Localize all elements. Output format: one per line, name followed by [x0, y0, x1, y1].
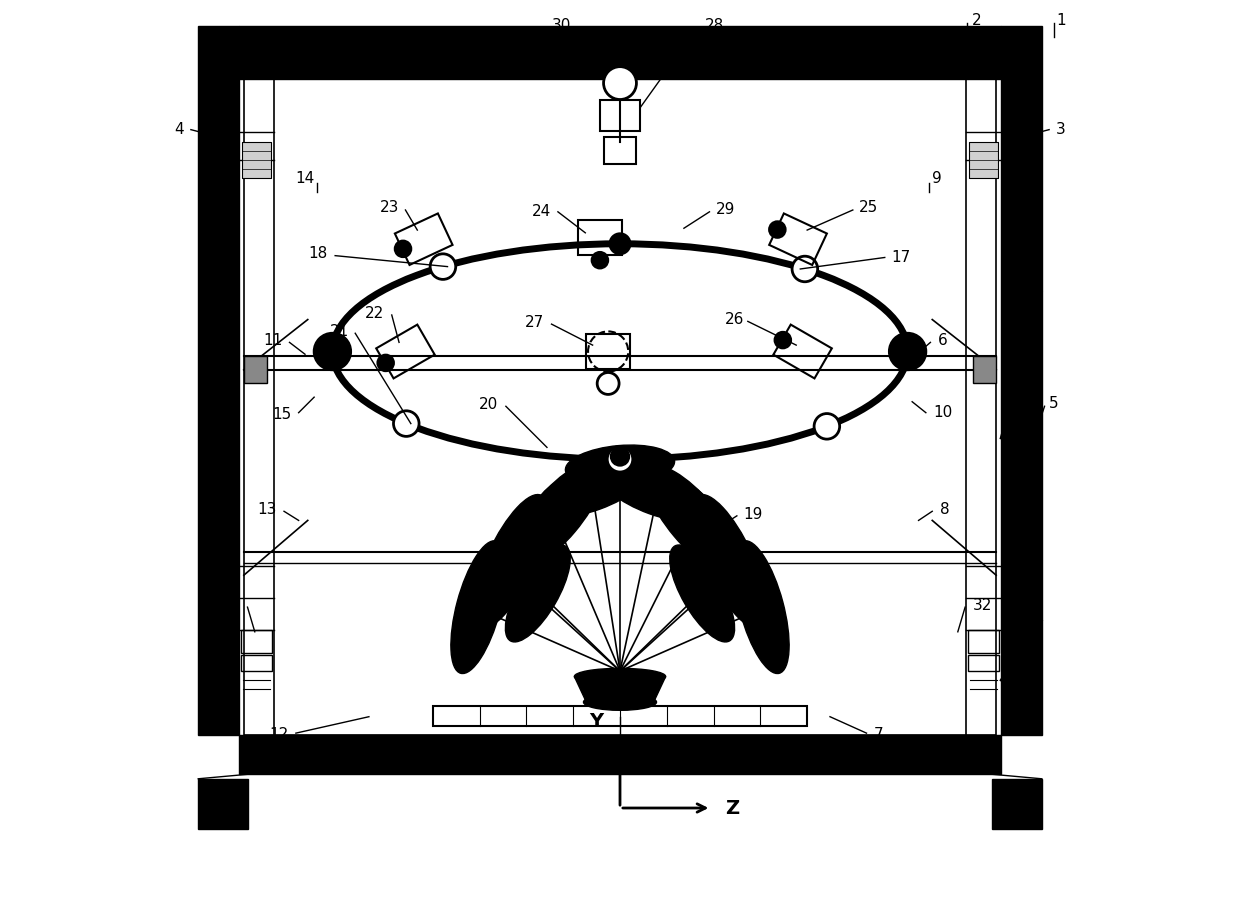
Text: 29: 29 — [715, 203, 735, 217]
Ellipse shape — [472, 495, 548, 628]
Text: 24: 24 — [532, 205, 552, 219]
Text: Y: Y — [589, 712, 604, 730]
Bar — [600, 100, 640, 131]
Text: 32: 32 — [972, 598, 992, 613]
Bar — [239, 26, 1001, 79]
Circle shape — [604, 67, 636, 100]
Ellipse shape — [451, 540, 506, 674]
Ellipse shape — [734, 540, 789, 674]
Bar — [968, 655, 999, 671]
Text: 15: 15 — [272, 407, 291, 422]
Bar — [198, 779, 248, 829]
Bar — [968, 142, 998, 178]
Circle shape — [792, 257, 817, 282]
Text: 6: 6 — [937, 333, 947, 348]
Text: 28: 28 — [704, 18, 724, 33]
Bar — [973, 356, 996, 383]
Ellipse shape — [645, 466, 742, 575]
Text: 5: 5 — [1049, 396, 1059, 411]
Circle shape — [591, 252, 608, 268]
Ellipse shape — [574, 668, 666, 685]
Text: 17: 17 — [892, 250, 910, 265]
Text: 31: 31 — [221, 598, 241, 613]
Text: 8: 8 — [940, 502, 949, 517]
Bar — [992, 779, 1042, 829]
Text: 19: 19 — [743, 507, 763, 521]
Circle shape — [610, 234, 630, 254]
Text: 26: 26 — [725, 312, 744, 327]
Ellipse shape — [584, 694, 656, 710]
Circle shape — [393, 411, 419, 436]
Circle shape — [598, 373, 619, 394]
Ellipse shape — [565, 445, 675, 487]
Text: 18: 18 — [309, 247, 327, 261]
Circle shape — [608, 446, 632, 472]
Text: 21: 21 — [330, 324, 348, 339]
Bar — [968, 630, 999, 653]
Text: 22: 22 — [366, 306, 384, 320]
Text: 11: 11 — [263, 333, 283, 348]
Bar — [198, 26, 239, 735]
Bar — [241, 630, 272, 653]
Ellipse shape — [506, 545, 570, 642]
Text: 25: 25 — [859, 200, 878, 215]
Text: 12: 12 — [269, 728, 289, 742]
Text: 3: 3 — [1055, 122, 1065, 137]
Text: 14: 14 — [295, 172, 314, 186]
Circle shape — [377, 355, 394, 371]
Ellipse shape — [600, 464, 713, 522]
Bar — [242, 142, 272, 178]
Circle shape — [394, 241, 412, 257]
Circle shape — [775, 332, 791, 349]
Text: 23: 23 — [379, 200, 399, 215]
Bar — [1001, 26, 1042, 735]
Text: Z: Z — [725, 799, 739, 817]
Text: 10: 10 — [934, 405, 952, 420]
Ellipse shape — [508, 461, 604, 571]
Text: 27: 27 — [525, 315, 544, 330]
Circle shape — [611, 447, 629, 466]
Text: 9: 9 — [932, 172, 942, 186]
Bar — [604, 137, 636, 164]
Circle shape — [815, 414, 839, 439]
Text: 16: 16 — [610, 738, 630, 752]
Text: 2: 2 — [971, 13, 981, 27]
Circle shape — [430, 254, 456, 279]
Polygon shape — [574, 677, 666, 706]
Text: 30: 30 — [552, 18, 572, 33]
Ellipse shape — [537, 459, 649, 518]
Ellipse shape — [692, 495, 768, 628]
Bar — [433, 706, 807, 726]
Ellipse shape — [670, 545, 734, 642]
Bar — [241, 655, 272, 671]
Circle shape — [889, 333, 926, 370]
Bar — [244, 79, 996, 735]
Text: 4: 4 — [174, 122, 184, 137]
Text: 13: 13 — [258, 502, 277, 517]
Circle shape — [314, 333, 351, 370]
Bar — [239, 735, 1001, 774]
Text: 1: 1 — [1056, 13, 1066, 27]
Circle shape — [769, 221, 786, 237]
Bar — [244, 356, 267, 383]
Text: 7: 7 — [874, 728, 883, 742]
Text: 20: 20 — [480, 397, 498, 412]
